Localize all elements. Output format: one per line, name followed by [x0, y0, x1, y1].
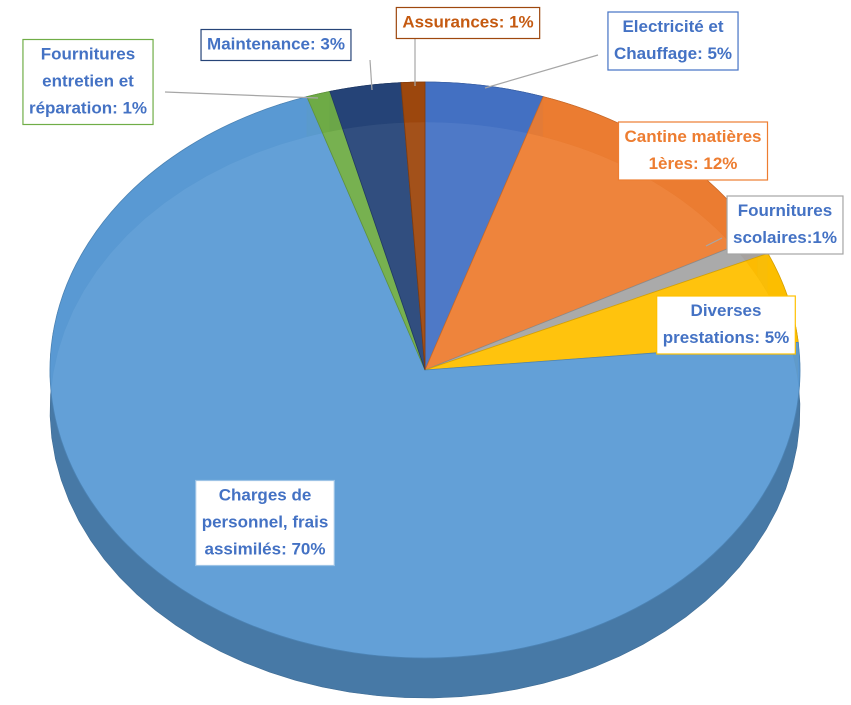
data-label-text: scolaires:1%: [733, 228, 837, 247]
data-label: Cantine matières 1ères: 12%: [617, 121, 769, 181]
data-label: Charges de personnel, frais assimilés: 70%: [195, 479, 335, 567]
leader-line: [484, 54, 599, 89]
data-label-text: prestations: 5%: [663, 328, 790, 347]
data-label-text: Fournitures: [41, 44, 135, 63]
data-label-text: Chauffage: 5%: [614, 44, 732, 63]
data-label-text: Assurances: 1%: [402, 12, 533, 31]
data-label-text: 1ères: 12%: [649, 154, 738, 173]
label-box: [395, 6, 541, 40]
data-label: Fournitures scolaires:1%: [726, 195, 844, 255]
data-label-text: Maintenance: 3%: [207, 34, 345, 53]
data-label: Fournitures entretien et réparation: 1%: [22, 38, 154, 126]
leader-lines: [164, 38, 723, 247]
data-label-text: entretien et: [42, 71, 134, 90]
label-box: [656, 295, 796, 355]
data-label-text: Electricité et: [622, 17, 723, 36]
leader-line: [369, 59, 373, 91]
data-label-text: Charges de: [219, 485, 312, 504]
slice: [400, 81, 426, 371]
data-label-text: personnel, frais: [202, 512, 329, 531]
label-box: [22, 38, 154, 126]
label-box: [200, 28, 352, 62]
data-labels: Electricité et Chauffage: 5% Cantine matiè…: [22, 6, 844, 567]
leader-line: [705, 237, 723, 247]
data-label-text: Fournitures: [738, 201, 832, 220]
data-label: Assurances: 1%: [395, 6, 541, 40]
label-box: [726, 195, 844, 255]
data-label: Diverses prestations: 5%: [656, 295, 796, 355]
label-box: [617, 121, 769, 181]
data-label: Electricité et Chauffage: 5%: [607, 11, 739, 71]
data-label-text: Diverses: [691, 301, 762, 320]
label-box: [607, 11, 739, 71]
leader-line: [164, 91, 319, 99]
label-box: [195, 479, 335, 567]
data-label-text: réparation: 1%: [29, 98, 147, 117]
data-label-text: Cantine matières: [625, 127, 762, 146]
data-label: Maintenance: 3%: [200, 28, 352, 62]
data-label-text: assimilés: 70%: [205, 539, 326, 558]
